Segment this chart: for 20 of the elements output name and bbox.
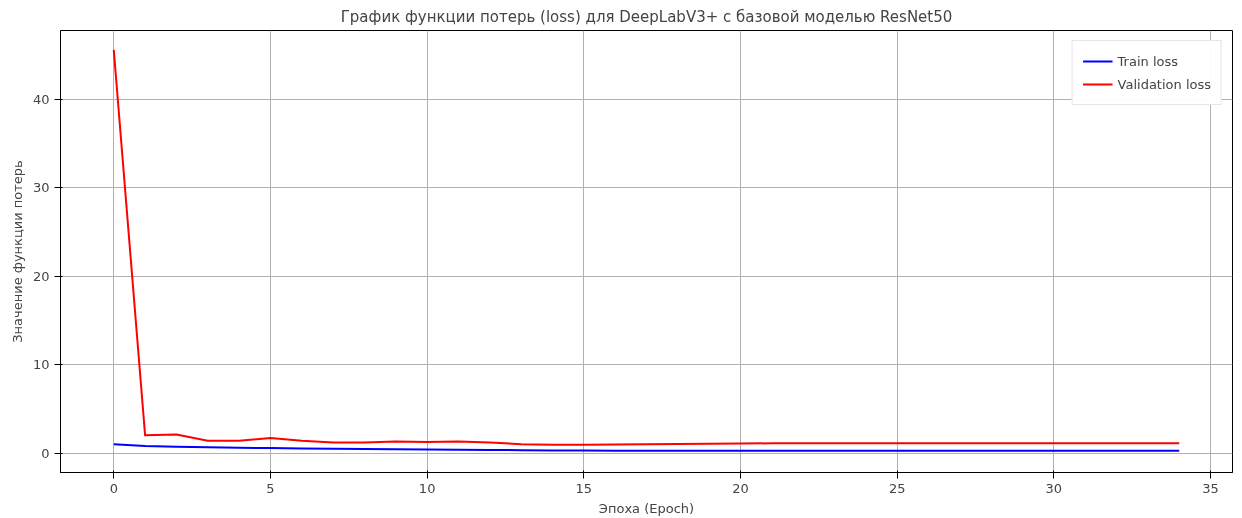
x-tick-label: 35	[1202, 480, 1219, 496]
x-tick-label: 20	[732, 480, 749, 496]
x-tick-label: 5	[266, 480, 275, 496]
y-tick-label: 10	[32, 357, 50, 373]
y-tick-label: 30	[32, 180, 50, 196]
x-tick-label: 0	[109, 480, 118, 496]
chart-title: График функции потерь (loss) для DeepLabV3+ с базовой моделью ResNet50	[340, 7, 953, 26]
legend-label: Train loss	[1117, 53, 1178, 69]
x-axis-title: Эпоха (Epoch)	[598, 500, 695, 516]
y-tick-label: 20	[32, 268, 50, 284]
y-axis-title: Значение функции потерь	[9, 160, 25, 343]
x-tick-label: 30	[1045, 480, 1063, 496]
x-tick-label: 10	[418, 480, 436, 496]
y-tick-label: 40	[32, 91, 50, 107]
y-tick-label: 0	[41, 445, 50, 461]
legend-label: Validation loss	[1117, 76, 1211, 92]
x-tick-label: 25	[888, 480, 906, 496]
line-series	[112, 48, 1181, 446]
line-series	[112, 443, 1181, 452]
x-tick-label: 15	[575, 480, 593, 496]
